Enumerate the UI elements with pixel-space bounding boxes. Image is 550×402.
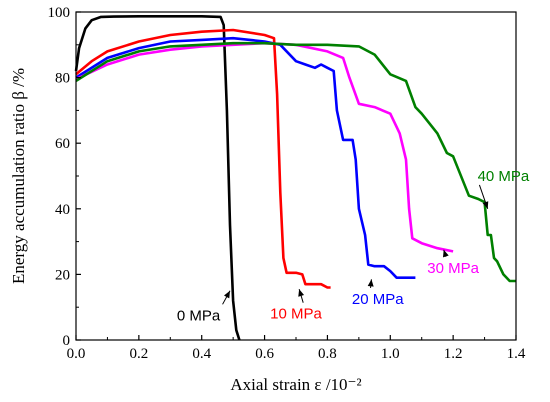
- series-line-0: [74, 14, 241, 341]
- annotation-arrowhead: [482, 201, 489, 209]
- x-tick-label: 0.0: [67, 346, 86, 362]
- y-tick-label: 0: [63, 333, 71, 349]
- annotation-layer: 0 MPa 10 MPa 20 MPa 30 MPa 40 MPa: [177, 168, 530, 324]
- x-tick-label: 1.0: [381, 346, 400, 362]
- x-tick-label: 1.2: [444, 346, 463, 362]
- series-label-4: 40 MPa: [478, 168, 530, 185]
- x-tick-label: 0.6: [255, 346, 274, 362]
- x-tick-label: 1.4: [507, 346, 526, 362]
- series-line-1: [75, 28, 331, 289]
- y-tick-label: 100: [48, 5, 71, 21]
- y-tick-label: 40: [55, 202, 70, 218]
- series-label-0: 0 MPa: [177, 307, 221, 324]
- x-tick-label: 0.4: [192, 346, 211, 362]
- y-tick-label: 60: [55, 136, 70, 152]
- x-axis-title: Axial strain ε /10⁻²: [230, 375, 361, 394]
- series-line-4: [75, 41, 516, 283]
- series-layer: [74, 14, 516, 341]
- series-line-2: [75, 36, 416, 280]
- series-line-3: [75, 41, 454, 253]
- series-label-2: 20 MPa: [352, 291, 404, 308]
- series-label-3: 30 MPa: [427, 260, 479, 277]
- annotation-arrowhead: [367, 279, 374, 287]
- annotation-arrowhead: [223, 290, 230, 299]
- y-tick-label: 20: [55, 267, 70, 283]
- annotation-arrowhead: [298, 289, 305, 297]
- annotation-arrowhead: [442, 249, 449, 258]
- y-tick-label: 80: [55, 71, 70, 87]
- x-tick-label: 0.2: [129, 346, 148, 362]
- ticks-layer: 0.0 0.2 0.4 0.6 0.8 1.0 1.2 1.4 0 20 40 60 80 100: [48, 5, 526, 362]
- x-tick-label: 0.8: [318, 346, 337, 362]
- y-axis-title: Energy accumulation ratio β /%: [9, 68, 28, 284]
- series-label-1: 10 MPa: [270, 306, 322, 323]
